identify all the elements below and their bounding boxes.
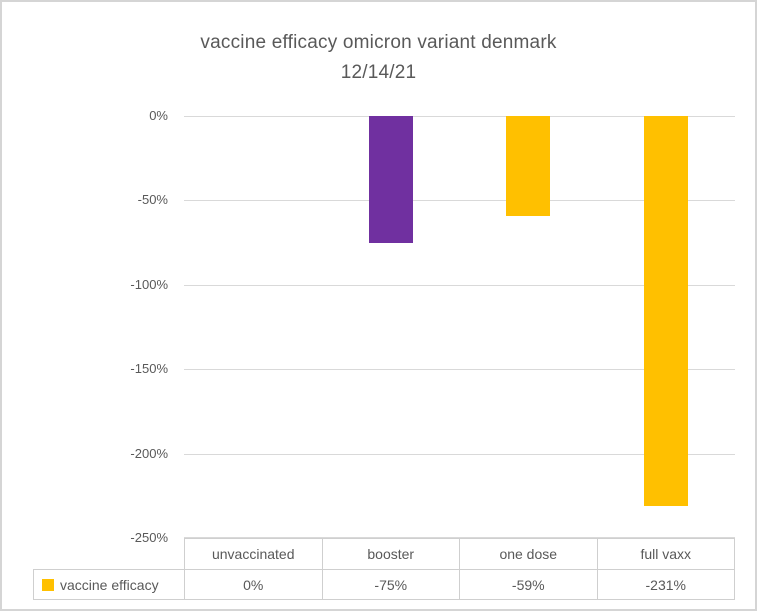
chart-title: vaccine efficacy omicron variant denmark… [2,28,755,88]
category-slot-unvaccinated [184,116,322,538]
y-tick-label: -150% [130,361,168,376]
legend-cell: vaccine efficacy [33,569,185,600]
bar-series [184,116,735,538]
gridline [184,200,735,202]
bar-full-vaxx [644,116,689,506]
table-value-cell: -75% [321,570,460,599]
chart-title-line1: vaccine efficacy omicron variant denmark [200,32,557,53]
chart-title-line2: 12/14/21 [340,62,417,83]
legend-label: vaccine efficacy [60,576,159,593]
table-value-cell: 0% [243,576,264,593]
data-table-header-row: unvaccinated booster one dose full vaxx [184,538,735,570]
y-tick-label: 0% [149,108,168,123]
gridline [184,537,735,538]
gridline [184,453,735,455]
legend-swatch-icon [42,578,54,591]
table-value-cell: -59% [459,570,597,599]
gridline [184,284,735,286]
gridline [184,369,735,371]
y-tick-label: -50% [137,192,168,207]
table-header-cell: one dose [459,539,597,569]
category-slot-full-vaxx [597,116,735,538]
gridline [184,116,735,117]
bar-booster [368,116,413,243]
data-table-value-row: 0% -75% -59% -231% [184,569,735,600]
table-header-cell: unvaccinated [211,546,295,562]
table-value-cell: -231% [596,570,735,599]
plot-area [184,116,735,538]
table-header-cell: booster [321,539,460,569]
y-tick-label: -250% [130,530,168,545]
bar-one-dose [506,116,551,216]
y-tick-label: -200% [130,446,168,461]
y-tick-label: -100% [130,277,168,292]
category-slot-booster [322,116,460,538]
category-slot-one-dose [460,116,598,538]
table-header-cell: full vaxx [596,539,735,569]
y-axis: 0% -50% -100% -150% -200% -250% [2,107,168,547]
